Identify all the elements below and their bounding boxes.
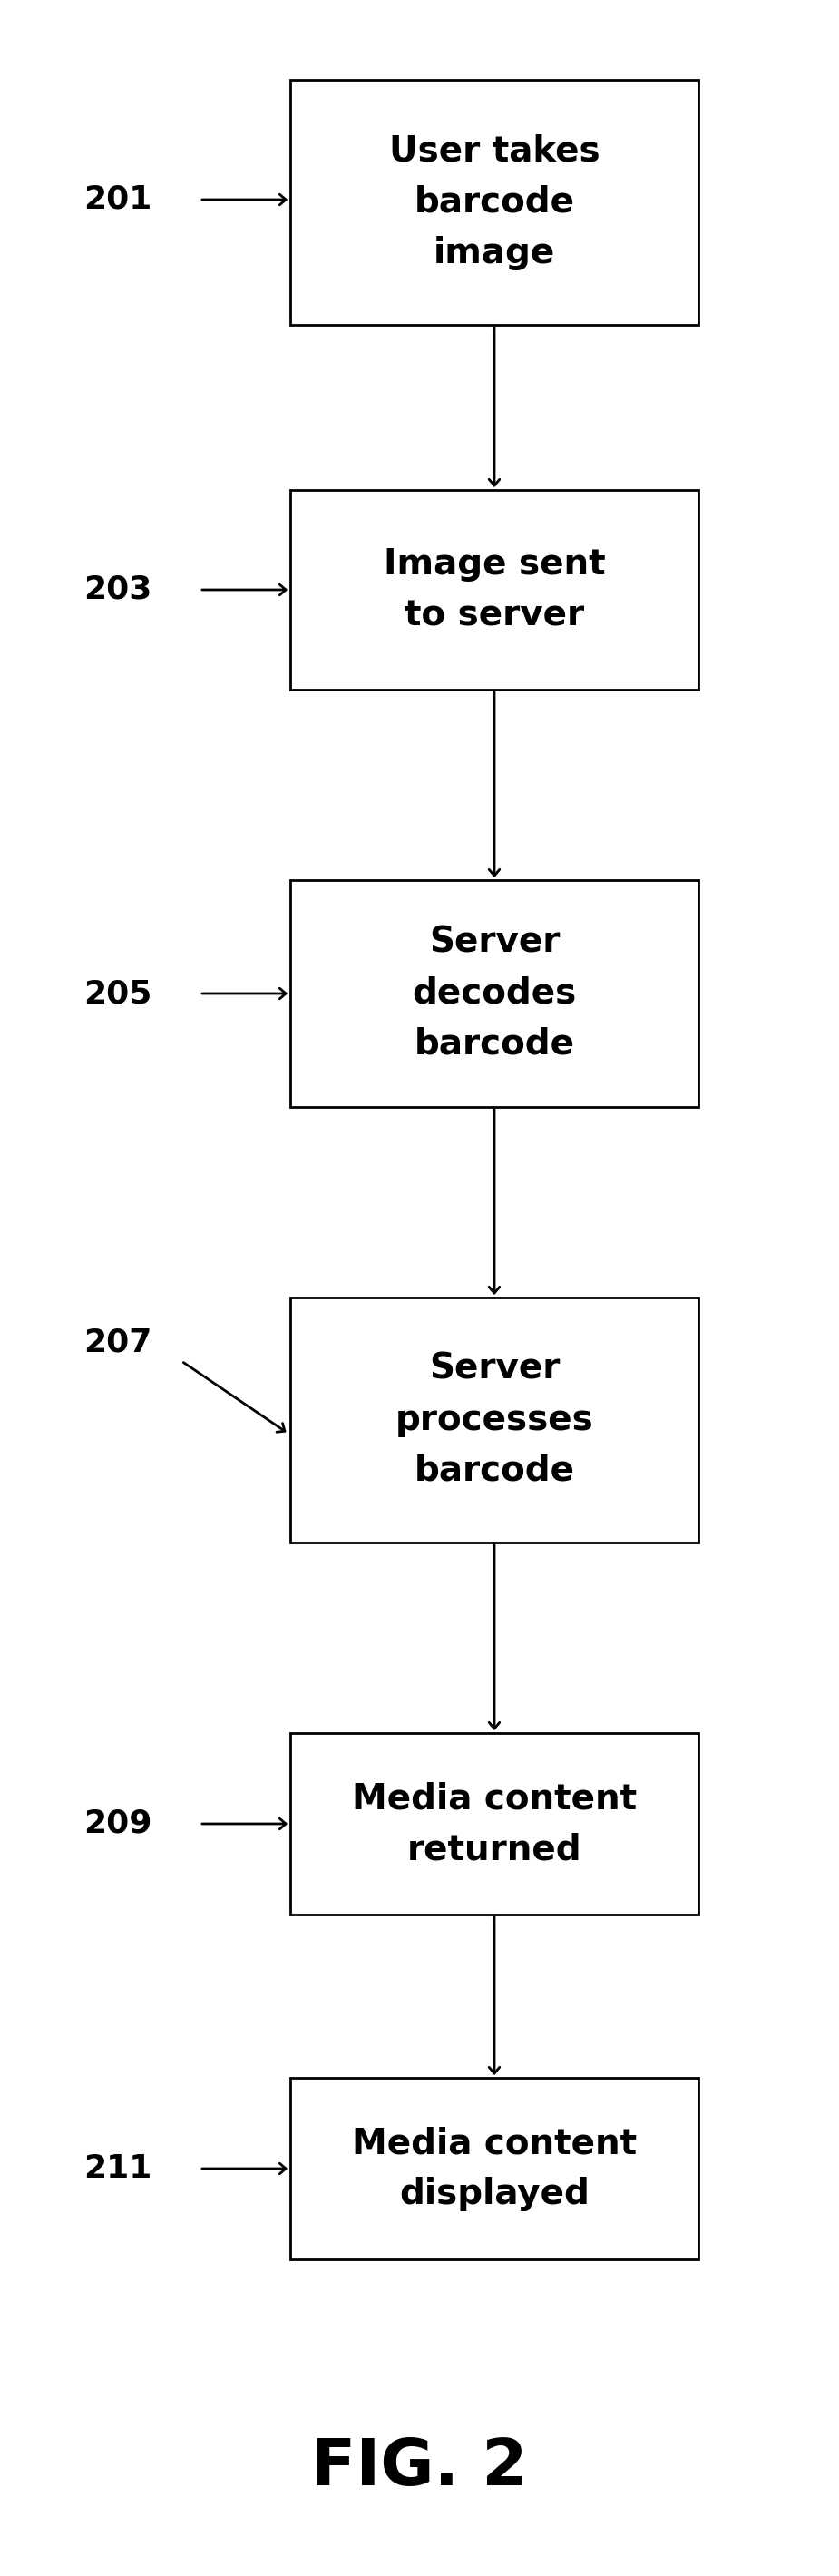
Text: 201: 201 (84, 185, 152, 214)
Bar (290, 2079, 698, 2259)
Text: Image sent
to server: Image sent to server (383, 546, 605, 634)
Bar (290, 489, 698, 690)
Text: User takes
barcode
image: User takes barcode image (388, 134, 600, 270)
Text: 209: 209 (84, 1808, 152, 1839)
Bar (290, 1298, 698, 1543)
Text: 203: 203 (84, 574, 152, 605)
Text: 207: 207 (84, 1327, 152, 1358)
Text: Media content
displayed: Media content displayed (352, 2125, 637, 2210)
Bar (290, 80, 698, 325)
Text: Server
decodes
barcode: Server decodes barcode (412, 925, 576, 1061)
Text: 211: 211 (84, 2154, 152, 2184)
Bar (290, 1734, 698, 1914)
Text: Media content
returned: Media content returned (352, 1780, 637, 1868)
Text: FIG. 2: FIG. 2 (311, 2437, 527, 2499)
Bar (290, 881, 698, 1108)
Text: Server
processes
barcode: Server processes barcode (395, 1352, 593, 1489)
Text: 205: 205 (84, 979, 152, 1010)
